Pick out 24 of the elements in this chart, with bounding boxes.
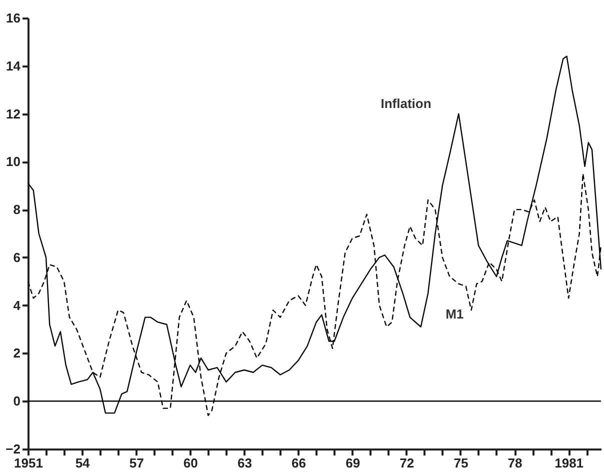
y-tick-label: 2 (13, 346, 20, 361)
x-tick-label: 72 (400, 456, 414, 470)
x-tick-label: 54 (75, 456, 91, 470)
x-tick-label: 1951 (14, 456, 43, 470)
x-tick-label: 57 (129, 456, 144, 470)
y-tick-label: 10 (6, 154, 20, 170)
x-tick-label: 66 (292, 456, 306, 470)
x-tick-label: 60 (183, 456, 198, 470)
x-tick-label: 1981 (554, 456, 584, 470)
y-tick-label: 8 (13, 202, 20, 218)
line-series (27, 56, 602, 414)
y-tick-label: 4 (13, 298, 22, 313)
x-tick-label: 75 (454, 456, 468, 470)
y-tick-label: 6 (13, 250, 20, 265)
y-tick-label: 16 (6, 10, 20, 26)
y-tick-label: 0 (13, 394, 20, 409)
annotation: M1 (446, 306, 464, 322)
y-tick-label: 12 (6, 106, 20, 122)
x-tick-label: 78 (508, 456, 522, 470)
annotation: Inflation (380, 96, 432, 111)
y-tick-label: 14 (6, 58, 22, 74)
x-tick-label: 63 (237, 456, 252, 470)
y-tick-label: −2 (6, 442, 20, 456)
x-tick-label: 69 (346, 456, 360, 470)
